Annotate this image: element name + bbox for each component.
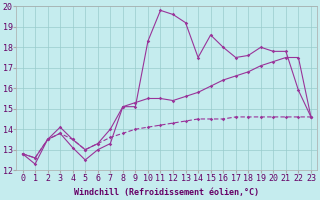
X-axis label: Windchill (Refroidissement éolien,°C): Windchill (Refroidissement éolien,°C) <box>74 188 259 197</box>
